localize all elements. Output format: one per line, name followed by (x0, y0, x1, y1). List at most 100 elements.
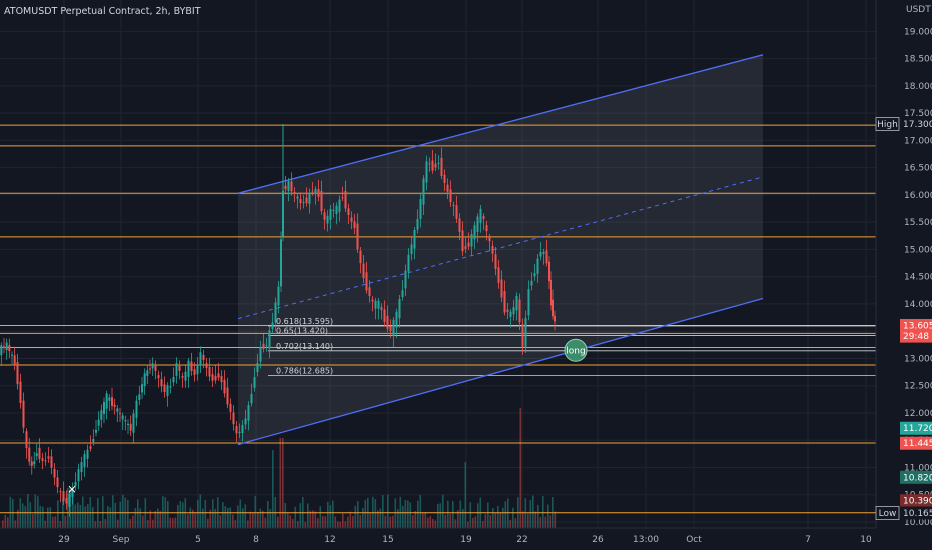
time-axis-tick: 13:00 (633, 535, 659, 545)
volume-bar (429, 516, 432, 528)
volume-bar (107, 505, 109, 528)
candle-body (377, 300, 380, 309)
candle-body (530, 280, 533, 286)
candle-body (491, 245, 494, 254)
volume-bar (37, 496, 39, 528)
candle-body (299, 199, 302, 204)
volume-bar (92, 507, 94, 528)
volume-bar (272, 450, 274, 528)
volume-bar (434, 520, 437, 528)
long-marker-label: long (566, 346, 585, 356)
candle-body (103, 402, 105, 414)
volume-bar (174, 517, 177, 528)
long-marker[interactable] (564, 338, 588, 362)
candle-body (521, 324, 524, 347)
fib-label: 0.618(13.595) (276, 317, 333, 326)
volume-bar (369, 513, 372, 528)
candle-body (196, 364, 199, 375)
candle-body (329, 209, 332, 220)
candle-body (268, 330, 271, 349)
volume-bar (234, 520, 237, 528)
candle-body (509, 311, 512, 317)
candle-body (262, 343, 265, 349)
candle-body (449, 189, 452, 203)
volume-bar (172, 518, 174, 528)
volume-bar (422, 512, 424, 528)
volume-bar (79, 504, 82, 528)
time-axis-tick: 12 (324, 535, 335, 545)
channel-mid-line[interactable] (237, 176, 764, 320)
price-label-text: 10.820 (903, 473, 932, 483)
volume-bar (202, 508, 204, 528)
volume-bar (149, 510, 152, 528)
candle-body (302, 202, 305, 204)
price-label-tag (875, 117, 900, 131)
volume-bar (112, 495, 114, 528)
candle-body (28, 447, 31, 462)
candle-body (368, 287, 371, 296)
volume-bar (454, 519, 457, 528)
volume-bar (522, 511, 524, 528)
volume-bar (169, 517, 172, 528)
volume-bar (299, 503, 302, 528)
volume-bar (379, 508, 382, 528)
price-label-value (900, 318, 932, 332)
candle-body (229, 403, 232, 412)
candle-body (141, 384, 143, 393)
volume-bar (277, 516, 279, 528)
candle-body (431, 160, 434, 171)
candle-body (356, 223, 359, 250)
price-label-text: 13.605 (903, 321, 932, 331)
volume-bar (337, 521, 339, 528)
volume-bar (162, 496, 164, 528)
candle-body (338, 199, 341, 212)
candle-body (545, 250, 548, 264)
channel-lower-line[interactable] (237, 297, 764, 446)
time-axis-tick: 8 (253, 535, 259, 545)
candle-body (113, 404, 116, 407)
candle-body (464, 246, 467, 249)
volume-bar (252, 512, 254, 528)
candle-body (241, 425, 244, 433)
volume-bar (534, 511, 537, 528)
price-axis-tick: 17.000 (904, 136, 932, 146)
candle-body (416, 219, 419, 230)
price-axis-tick: 16.500 (904, 164, 932, 174)
candle-body (359, 250, 362, 264)
candle-body (16, 362, 19, 385)
channel-upper-line[interactable] (237, 54, 764, 194)
candle-body (149, 368, 151, 370)
candle-body (202, 354, 205, 360)
candle-body (536, 258, 539, 274)
volume-bar (427, 517, 429, 528)
volume-bar (239, 499, 242, 528)
volume-bar (49, 507, 52, 528)
candle-body (371, 299, 374, 302)
volume-bar (189, 507, 192, 528)
volume-bar (139, 508, 142, 528)
candle-body (422, 178, 425, 205)
volume-bar (439, 503, 442, 528)
volume-bar (314, 511, 317, 528)
volume-bar (72, 488, 74, 528)
candle-body (314, 189, 317, 195)
volume-bar (477, 503, 479, 528)
volume-bar (292, 519, 294, 528)
volume-bar (327, 501, 329, 528)
volume-bar (357, 501, 359, 528)
candle-body (100, 410, 103, 420)
fib-label: 0.786(12.685) (276, 367, 333, 376)
volume-bar (132, 515, 134, 528)
time-axis-tick: 7 (805, 535, 811, 545)
volume-bar (222, 502, 224, 528)
price-axis-tick: 15.000 (904, 245, 932, 255)
price-axis-tick: 18.500 (904, 55, 932, 65)
volume-bar (182, 502, 184, 528)
candle-body (208, 366, 211, 377)
volume-bar (389, 516, 392, 528)
volume-bar (7, 517, 9, 528)
volume-bar (177, 504, 179, 528)
volume-bar (334, 516, 337, 528)
price-axis-tick: 14.500 (904, 273, 932, 283)
